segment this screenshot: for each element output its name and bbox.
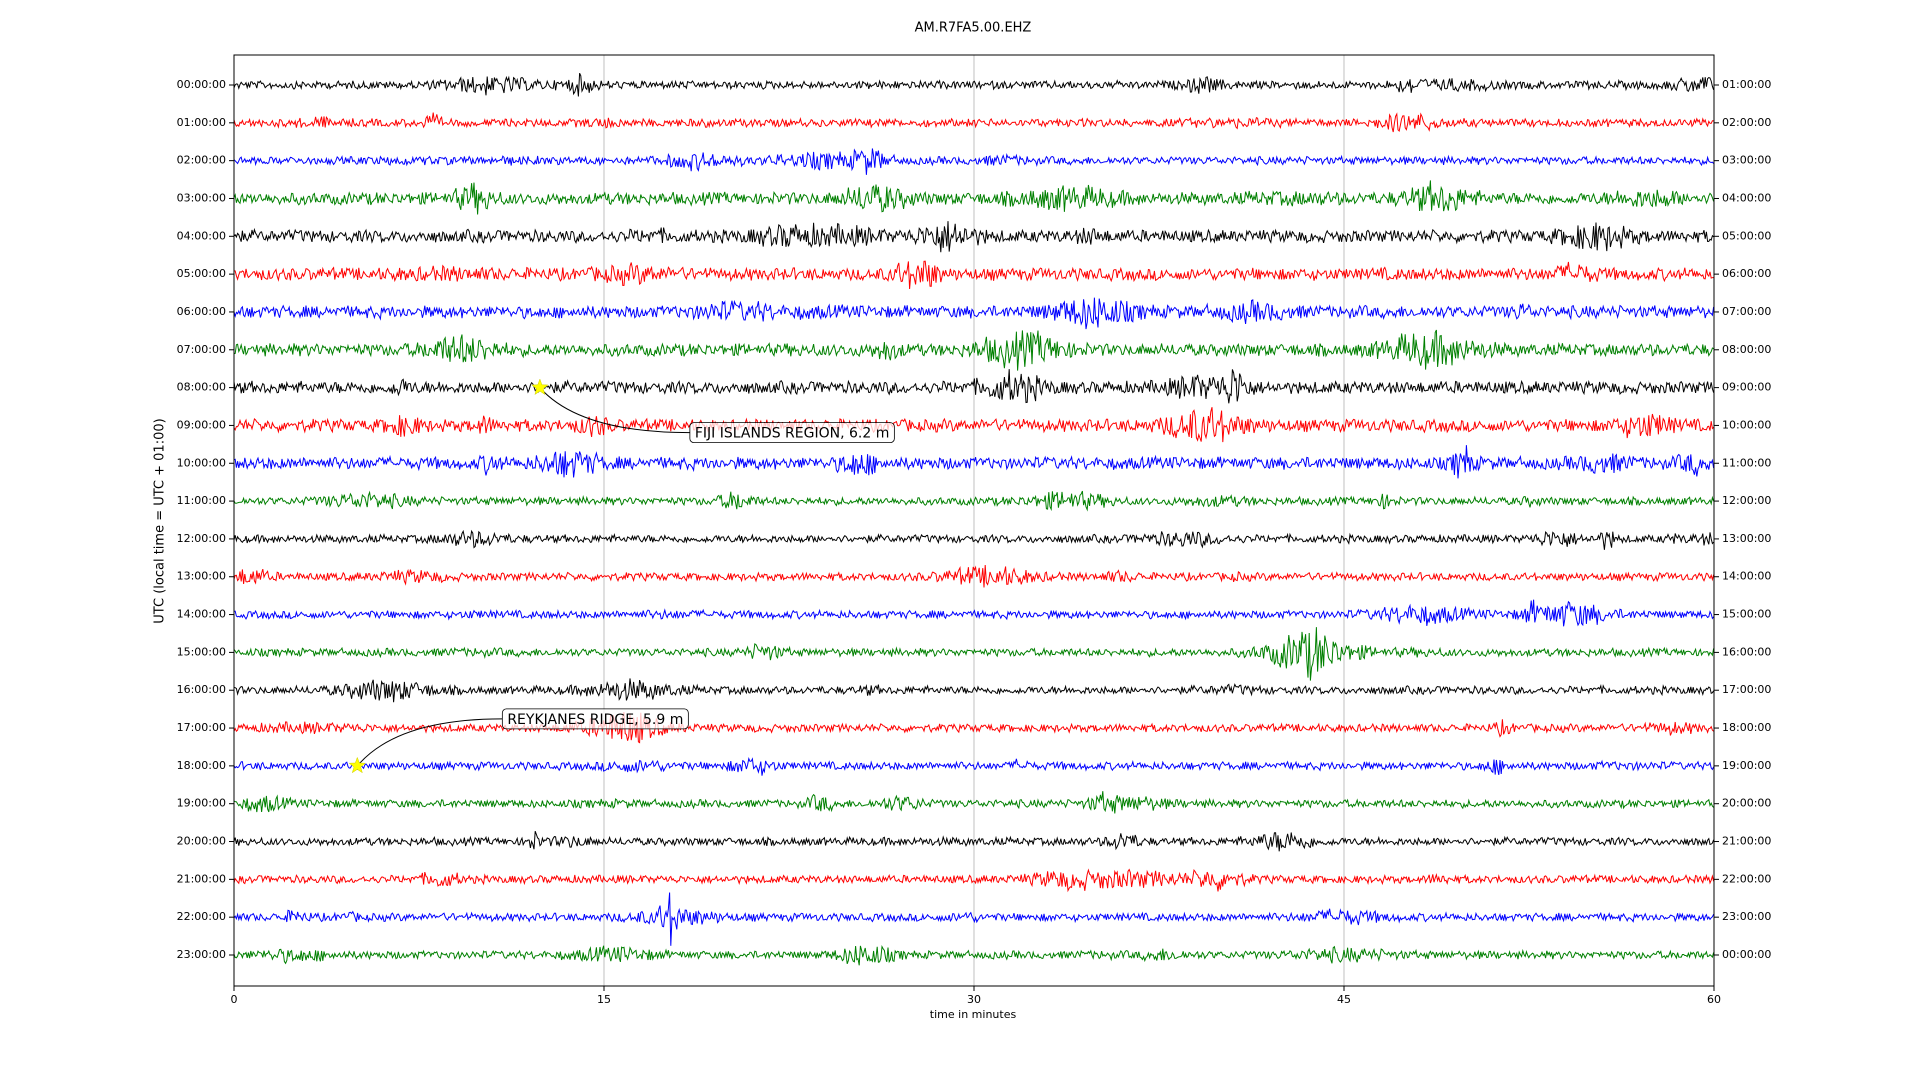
y-tick-label: 21:00:00	[177, 872, 226, 885]
x-tick-label: 60	[1707, 993, 1721, 1006]
y2-tick-label: 19:00:00	[1722, 759, 1771, 772]
y-tick-label: 18:00:00	[177, 759, 226, 772]
y2-tick-label: 10:00:00	[1722, 418, 1771, 431]
trace	[233, 221, 1714, 253]
trace	[233, 564, 1715, 588]
trace	[233, 112, 1714, 133]
trace	[233, 945, 1715, 966]
y-tick-label: 19:00:00	[177, 797, 226, 810]
trace	[233, 868, 1715, 893]
trace	[233, 756, 1715, 776]
y2-tick-label: 05:00:00	[1722, 229, 1771, 242]
trace	[233, 791, 1714, 814]
trace	[233, 445, 1715, 479]
y-tick-label: 01:00:00	[177, 116, 226, 129]
y-tick-label: 17:00:00	[177, 721, 226, 734]
y2-tick-label: 02:00:00	[1722, 116, 1771, 129]
trace	[233, 711, 1714, 744]
trace	[233, 892, 1715, 946]
trace	[233, 627, 1715, 681]
trace	[233, 72, 1715, 97]
y-tick-label: 23:00:00	[177, 948, 226, 961]
y2-tick-label: 09:00:00	[1722, 381, 1771, 394]
x-tick-label: 15	[597, 993, 611, 1006]
trace	[233, 297, 1715, 330]
traces	[233, 72, 1715, 966]
y2-tick-label: 06:00:00	[1722, 267, 1771, 280]
y-tick-label: 15:00:00	[177, 645, 226, 658]
trace	[233, 490, 1715, 512]
x-tick-label: 30	[967, 993, 981, 1006]
trace	[233, 260, 1714, 290]
y2-tick-label: 15:00:00	[1722, 608, 1771, 621]
y-tick-label: 12:00:00	[177, 532, 226, 545]
y2-tick-label: 18:00:00	[1722, 721, 1771, 734]
y-tick-label: 20:00:00	[177, 835, 226, 848]
y-axis-label: UTC (local time = UTC + 01:00)	[153, 418, 168, 623]
y2-tick-label: 08:00:00	[1722, 343, 1771, 356]
trace	[233, 369, 1715, 404]
y-tick-label: 03:00:00	[177, 191, 226, 204]
y2-tick-label: 23:00:00	[1722, 910, 1771, 923]
y-tick-label: 11:00:00	[177, 494, 226, 507]
y-tick-label: 14:00:00	[177, 608, 226, 621]
x-tick-label: 45	[1337, 993, 1351, 1006]
trace	[233, 180, 1715, 215]
trace	[233, 407, 1714, 443]
annotation-text: FIJI ISLANDS REGION, 6.2 m	[695, 426, 890, 442]
y2-tick-label: 04:00:00	[1722, 191, 1771, 204]
y2-tick-label: 07:00:00	[1722, 305, 1771, 318]
y-tick-label: 08:00:00	[177, 381, 226, 394]
y2-tick-label: 00:00:00	[1722, 948, 1771, 961]
y-tick-label: 10:00:00	[177, 456, 226, 469]
y2-tick-label: 20:00:00	[1722, 797, 1771, 810]
annotation-arrow	[539, 387, 690, 434]
annotation: FIJI ISLANDS REGION, 6.2 m	[689, 422, 895, 444]
y2-tick-label: 17:00:00	[1722, 683, 1771, 696]
annotation-arrow	[356, 718, 503, 767]
y-tick-label: 09:00:00	[177, 418, 226, 431]
y2-tick-label: 16:00:00	[1722, 645, 1771, 658]
y-tick-label: 13:00:00	[177, 570, 226, 583]
annotation-box	[501, 708, 689, 730]
trace	[233, 529, 1714, 550]
y2-tick-label: 13:00:00	[1722, 532, 1771, 545]
trace	[233, 599, 1714, 627]
y2-tick-label: 21:00:00	[1722, 835, 1771, 848]
x-tick-label: 0	[231, 993, 238, 1006]
annotation-box	[689, 422, 895, 444]
y-tick-label: 05:00:00	[177, 267, 226, 280]
y-tick-label: 22:00:00	[177, 910, 226, 923]
y-tick-label: 00:00:00	[177, 78, 226, 91]
y-tick-label: 16:00:00	[177, 683, 226, 696]
event-star	[531, 378, 549, 396]
chart-title: AM.R7FA5.00.EHZ	[915, 21, 1032, 36]
trace	[233, 148, 1714, 175]
trace	[233, 678, 1715, 703]
y-tick-label: 02:00:00	[177, 154, 226, 167]
annotation-text: REYKJANES RIDGE, 5.9 m	[507, 712, 683, 728]
y-tick-label: 04:00:00	[177, 229, 226, 242]
y2-tick-label: 12:00:00	[1722, 494, 1771, 507]
y2-tick-label: 22:00:00	[1722, 872, 1771, 885]
y2-tick-label: 03:00:00	[1722, 154, 1771, 167]
y-tick-label: 07:00:00	[177, 343, 226, 356]
y-tick-label: 06:00:00	[177, 305, 226, 318]
plot-frame	[233, 54, 1715, 987]
trace	[233, 831, 1715, 852]
y2-tick-label: 14:00:00	[1722, 570, 1771, 583]
y2-tick-label: 11:00:00	[1722, 456, 1771, 469]
annotation: REYKJANES RIDGE, 5.9 m	[501, 708, 689, 730]
event-star	[348, 756, 367, 774]
trace	[233, 329, 1714, 371]
x-axis-label: time in minutes	[930, 1008, 1017, 1021]
y2-tick-label: 01:00:00	[1722, 78, 1771, 91]
